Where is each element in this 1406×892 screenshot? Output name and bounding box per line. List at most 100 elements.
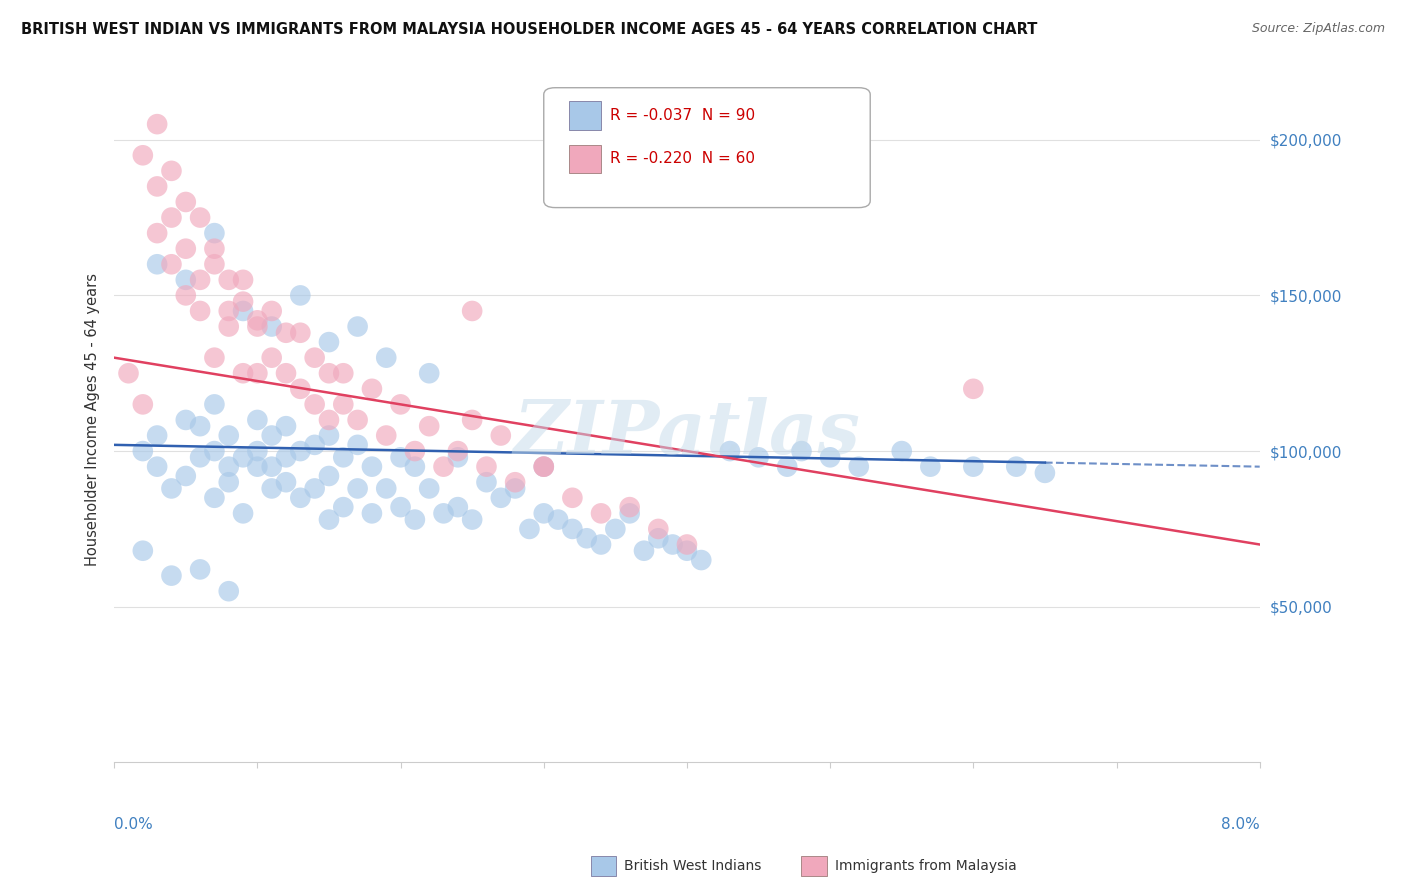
Point <box>1033 466 1056 480</box>
Point <box>375 482 398 496</box>
Point <box>232 366 254 380</box>
Point <box>533 507 555 521</box>
Point <box>776 459 799 474</box>
Point <box>676 543 699 558</box>
Point <box>132 543 155 558</box>
Point <box>232 507 254 521</box>
Point <box>461 413 484 427</box>
Point <box>519 522 541 536</box>
FancyBboxPatch shape <box>569 145 600 173</box>
Point <box>204 226 226 240</box>
Point <box>232 304 254 318</box>
Text: 8.0%: 8.0% <box>1220 817 1260 832</box>
Point <box>160 211 183 225</box>
Point <box>790 444 813 458</box>
Point <box>533 459 555 474</box>
Point <box>389 450 412 465</box>
Point <box>461 512 484 526</box>
Point <box>132 148 155 162</box>
Point <box>188 450 211 465</box>
Text: British West Indians: British West Indians <box>624 859 762 873</box>
Point <box>332 500 354 515</box>
Point <box>146 226 169 240</box>
Point <box>174 242 197 256</box>
Point <box>318 335 340 350</box>
Point <box>318 428 340 442</box>
Point <box>146 117 169 131</box>
Point <box>432 459 454 474</box>
Point <box>890 444 912 458</box>
Point <box>304 351 326 365</box>
Point <box>389 397 412 411</box>
Point <box>346 413 368 427</box>
Point <box>346 438 368 452</box>
Point <box>475 459 498 474</box>
Point <box>174 194 197 209</box>
Point <box>218 428 240 442</box>
Point <box>605 522 627 536</box>
Point <box>375 428 398 442</box>
Text: ZIPatlas: ZIPatlas <box>513 398 860 470</box>
Point <box>361 459 384 474</box>
Point <box>690 553 713 567</box>
Point <box>246 444 269 458</box>
Point <box>274 419 297 434</box>
Point <box>260 459 283 474</box>
Point <box>290 382 312 396</box>
Point <box>204 491 226 505</box>
Point <box>160 257 183 271</box>
Point <box>160 164 183 178</box>
Point <box>332 397 354 411</box>
Point <box>290 288 312 302</box>
Point <box>447 444 470 458</box>
Point <box>290 326 312 340</box>
Point <box>146 459 169 474</box>
Text: Immigrants from Malaysia: Immigrants from Malaysia <box>835 859 1017 873</box>
Point <box>232 294 254 309</box>
Point <box>274 366 297 380</box>
Point <box>647 531 669 545</box>
Point <box>676 537 699 551</box>
Point <box>204 444 226 458</box>
Point <box>304 482 326 496</box>
Point <box>246 319 269 334</box>
Point <box>589 507 612 521</box>
Point <box>447 450 470 465</box>
Point <box>361 507 384 521</box>
Point <box>146 428 169 442</box>
Point <box>232 450 254 465</box>
Point <box>461 304 484 318</box>
Point <box>432 507 454 521</box>
Point <box>489 491 512 505</box>
Point <box>218 475 240 490</box>
Point <box>447 500 470 515</box>
Point <box>260 428 283 442</box>
Point <box>274 475 297 490</box>
Point <box>204 351 226 365</box>
Point <box>503 475 526 490</box>
Point <box>174 413 197 427</box>
Point <box>260 351 283 365</box>
Point <box>204 397 226 411</box>
Point <box>418 366 440 380</box>
Point <box>404 444 426 458</box>
Point <box>274 450 297 465</box>
Point <box>332 450 354 465</box>
Point <box>204 257 226 271</box>
Point <box>117 366 139 380</box>
Point <box>533 459 555 474</box>
Point <box>188 211 211 225</box>
Point <box>204 242 226 256</box>
Point <box>304 438 326 452</box>
Point <box>533 459 555 474</box>
Point <box>132 397 155 411</box>
Text: BRITISH WEST INDIAN VS IMMIGRANTS FROM MALAYSIA HOUSEHOLDER INCOME AGES 45 - 64 : BRITISH WEST INDIAN VS IMMIGRANTS FROM M… <box>21 22 1038 37</box>
Point <box>260 319 283 334</box>
Point <box>188 419 211 434</box>
Point <box>375 351 398 365</box>
Y-axis label: Householder Income Ages 45 - 64 years: Householder Income Ages 45 - 64 years <box>86 274 100 566</box>
Point <box>232 273 254 287</box>
Point <box>718 444 741 458</box>
Point <box>561 522 583 536</box>
Point <box>274 326 297 340</box>
